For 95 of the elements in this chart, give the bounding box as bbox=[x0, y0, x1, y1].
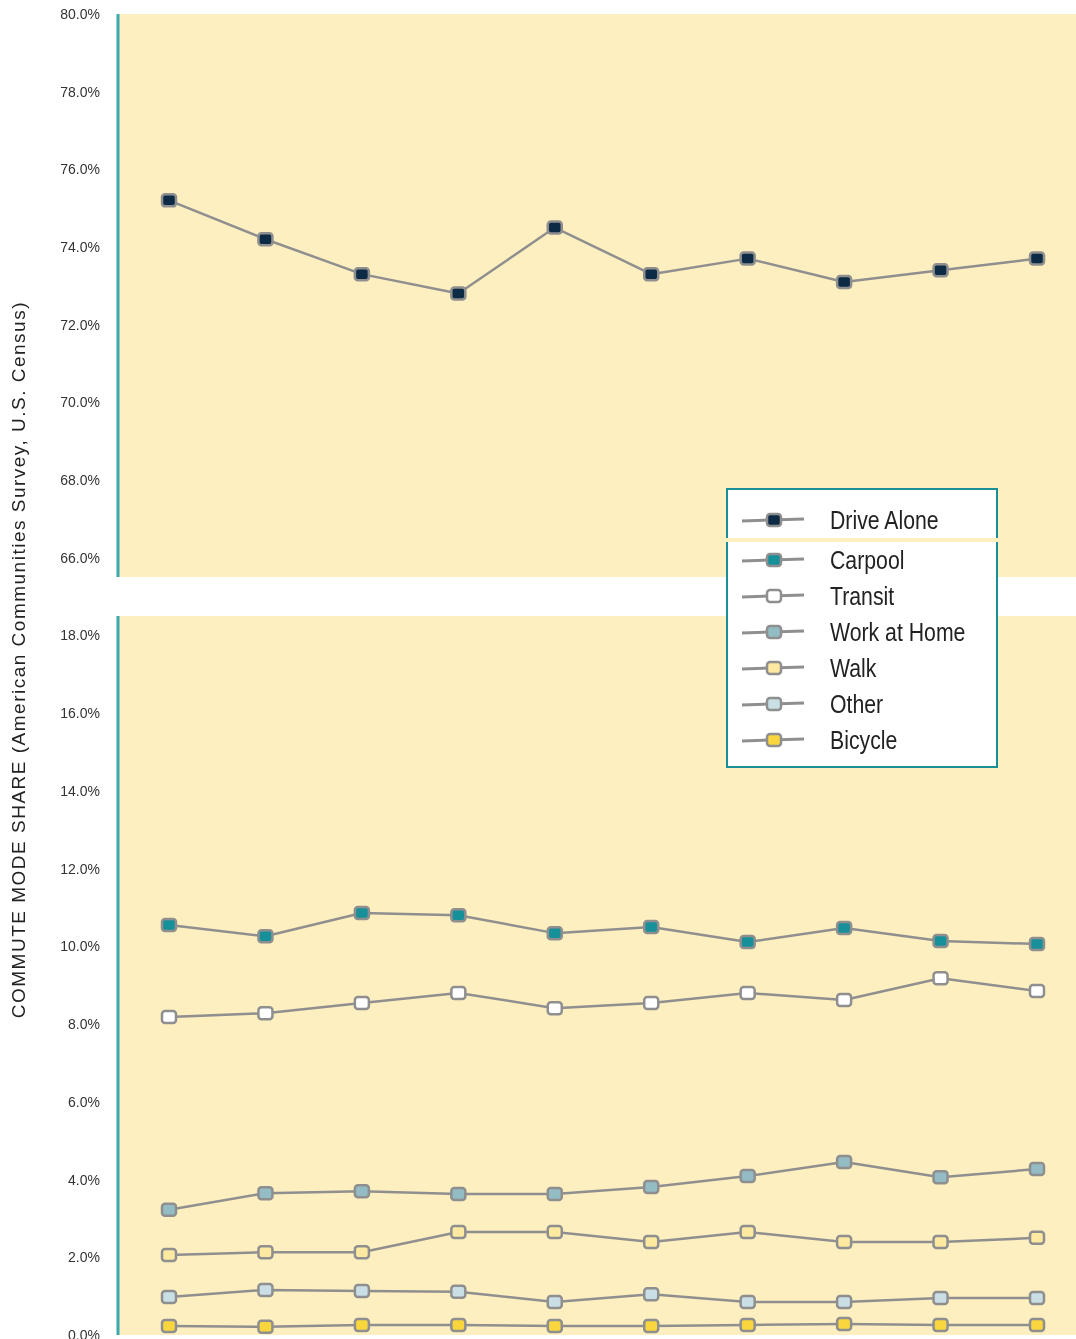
y-tick-label: 78.0% bbox=[60, 83, 100, 100]
point bbox=[257, 1282, 274, 1298]
y-tick-label: 18.0% bbox=[60, 627, 100, 644]
point bbox=[450, 1224, 467, 1240]
point bbox=[160, 1202, 178, 1218]
point bbox=[353, 1317, 371, 1333]
y-axis-title: COMMUTE MODE SHARE (American Communities Survey, U.S. Census) bbox=[8, 301, 30, 1019]
point bbox=[257, 231, 274, 247]
point bbox=[353, 1283, 371, 1299]
point bbox=[739, 985, 756, 1001]
point bbox=[257, 1319, 274, 1335]
point bbox=[932, 1290, 949, 1306]
point bbox=[160, 917, 178, 933]
point bbox=[1028, 936, 1046, 952]
point bbox=[739, 1168, 756, 1184]
y-tick-label: 4.0% bbox=[68, 1171, 100, 1188]
point bbox=[1028, 1161, 1046, 1177]
legend-label: Walk bbox=[830, 653, 877, 683]
point bbox=[353, 995, 371, 1011]
point bbox=[642, 1234, 660, 1250]
legend-label: Other bbox=[830, 689, 884, 719]
point bbox=[835, 1154, 853, 1170]
y-tick-label: 16.0% bbox=[60, 705, 100, 722]
point bbox=[1028, 1230, 1046, 1246]
y-tick-label: 72.0% bbox=[60, 316, 100, 333]
point bbox=[160, 1318, 178, 1334]
point bbox=[642, 1318, 660, 1334]
point bbox=[257, 929, 274, 944]
point bbox=[1028, 983, 1046, 999]
legend-label: Carpool bbox=[830, 545, 905, 575]
point bbox=[835, 920, 853, 936]
point bbox=[739, 934, 756, 950]
point bbox=[450, 1317, 467, 1333]
point bbox=[450, 985, 467, 1001]
point bbox=[450, 1186, 467, 1202]
point bbox=[642, 1286, 660, 1302]
legend-label: Work at Home bbox=[830, 617, 966, 647]
point bbox=[546, 220, 564, 235]
point bbox=[450, 908, 467, 923]
point bbox=[739, 1317, 756, 1333]
point bbox=[1028, 1290, 1046, 1306]
point bbox=[932, 1234, 949, 1250]
point bbox=[546, 1186, 564, 1202]
point bbox=[257, 1005, 274, 1021]
point bbox=[835, 274, 853, 290]
y-tick-label: 10.0% bbox=[60, 938, 100, 955]
point bbox=[546, 1000, 564, 1016]
point bbox=[835, 1316, 853, 1332]
y-tick-label: 8.0% bbox=[68, 1016, 100, 1033]
point bbox=[932, 1317, 949, 1333]
point bbox=[835, 1234, 853, 1250]
legend-label: Drive Alone bbox=[830, 505, 939, 535]
point bbox=[1028, 1317, 1046, 1333]
point bbox=[257, 1185, 274, 1201]
point bbox=[546, 925, 564, 941]
y-tick-label: 14.0% bbox=[60, 782, 100, 799]
point bbox=[160, 1247, 178, 1263]
point bbox=[1028, 251, 1046, 266]
point bbox=[739, 1224, 756, 1240]
point bbox=[932, 263, 949, 278]
point bbox=[546, 1224, 564, 1240]
point bbox=[835, 992, 853, 1008]
point bbox=[257, 1244, 274, 1260]
point bbox=[353, 1244, 371, 1260]
point bbox=[353, 1183, 371, 1199]
point bbox=[642, 919, 660, 935]
legend-label: Transit bbox=[830, 581, 895, 611]
point bbox=[546, 1294, 564, 1310]
point bbox=[450, 1284, 467, 1300]
point bbox=[353, 266, 371, 282]
y-tick-label: 66.0% bbox=[60, 549, 100, 566]
point bbox=[160, 1009, 178, 1025]
y-tick-label: 80.0% bbox=[60, 5, 100, 22]
point bbox=[546, 1318, 564, 1334]
y-tick-label: 70.0% bbox=[60, 394, 100, 411]
y-tick-label: 6.0% bbox=[68, 1093, 100, 1110]
point bbox=[835, 1294, 853, 1310]
point bbox=[932, 933, 949, 949]
point bbox=[739, 251, 756, 266]
y-tick-label: 68.0% bbox=[60, 471, 100, 488]
y-tick-label: 12.0% bbox=[60, 860, 100, 877]
point bbox=[739, 1294, 756, 1310]
point bbox=[160, 1289, 178, 1305]
y-tick-label: 74.0% bbox=[60, 238, 100, 255]
point bbox=[450, 286, 467, 301]
point bbox=[353, 905, 371, 921]
point bbox=[642, 266, 660, 282]
point bbox=[932, 970, 949, 986]
legend-label: Bicycle bbox=[830, 725, 898, 755]
point bbox=[932, 1169, 949, 1185]
point bbox=[642, 1179, 660, 1195]
point bbox=[642, 995, 660, 1011]
y-tick-label: 76.0% bbox=[60, 161, 100, 178]
y-tick-label: 2.0% bbox=[68, 1249, 100, 1266]
point bbox=[160, 193, 178, 208]
